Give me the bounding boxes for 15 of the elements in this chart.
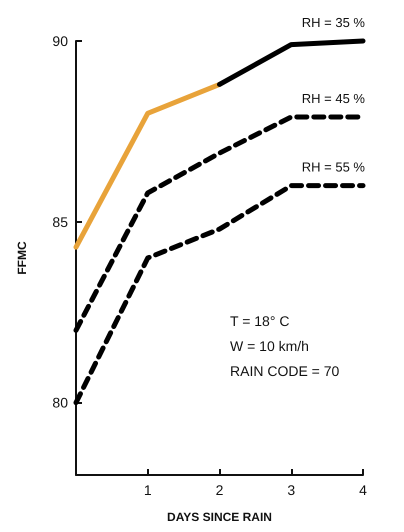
annotation: RAIN CODE = 70: [230, 363, 340, 379]
annotation: W = 10 km/h: [230, 338, 309, 354]
x-axis-title: DAYS SINCE RAIN: [167, 510, 272, 524]
y-tick-label: 90: [52, 33, 68, 49]
series-label: RH = 45 %: [302, 90, 366, 106]
y-tick-label: 80: [52, 394, 68, 411]
x-tick-label: 1: [144, 482, 152, 498]
x-tick-label: 3: [287, 482, 296, 498]
x-tick-label: 4: [359, 482, 368, 498]
series-label: RH = 35 %: [302, 15, 366, 30]
series-label: RH = 55 %: [302, 160, 366, 175]
y-tick-label: 85: [52, 214, 68, 230]
y-axis-title: FFMC: [15, 241, 29, 275]
annotation: T = 18° C: [230, 313, 290, 329]
x-tick-label: 2: [216, 482, 224, 498]
